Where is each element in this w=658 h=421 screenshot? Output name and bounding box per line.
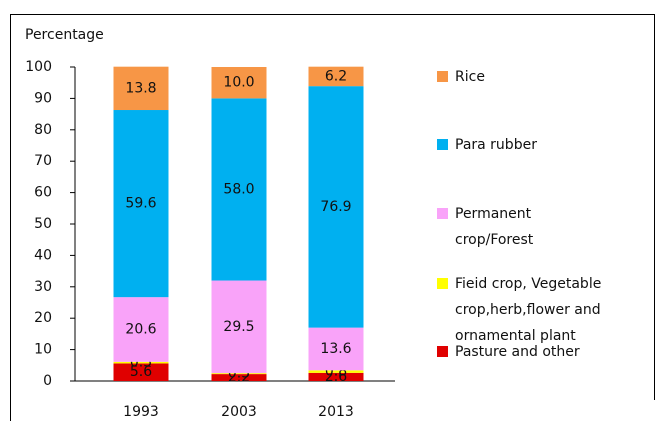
- y-axis-label: Percentage: [25, 27, 104, 43]
- value-label: 76.9: [320, 199, 351, 215]
- value-label: 20.6: [125, 322, 156, 338]
- legend-label: Para rubber: [455, 137, 537, 153]
- value-label: 58.0: [223, 181, 254, 197]
- bar-segment: [113, 66, 169, 111]
- frame: [10, 14, 655, 421]
- y-tick-label: 20: [34, 310, 52, 326]
- bar-segment: [211, 98, 267, 281]
- x-tick-label: 2013: [318, 404, 354, 420]
- y-tick-label: 90: [34, 90, 52, 106]
- legend-label: Fieid crop, Vegetable crop,herb,flower a…: [455, 276, 602, 344]
- legend-label: Permanent crop/Forest: [455, 206, 534, 248]
- value-label: 13.8: [125, 80, 156, 96]
- bar-segment: [113, 361, 169, 364]
- value-label: 13.6: [320, 341, 351, 357]
- x-tick-label: 1993: [123, 404, 159, 420]
- legend-label: Pasture and other: [455, 344, 580, 360]
- y-tick-label: 0: [43, 373, 52, 389]
- bar-segment: [308, 370, 364, 373]
- value-label: 59.6: [125, 196, 156, 212]
- legend-swatch: [437, 208, 448, 219]
- bar-segment: [113, 110, 169, 298]
- legend-item: Rice: [437, 64, 617, 90]
- legend-item: Fieid crop, Vegetable crop,herb,flower a…: [437, 271, 617, 349]
- value-label: 6.2: [325, 68, 347, 84]
- value-label: 29.5: [223, 319, 254, 335]
- legend-swatch: [437, 346, 448, 357]
- bar-segment: [308, 66, 364, 87]
- y-tick-label: 40: [34, 247, 52, 263]
- legend-item: Permanent crop/Forest: [437, 201, 557, 253]
- legend-swatch: [437, 71, 448, 82]
- x-tick-label: 2003: [221, 404, 257, 420]
- value-label: 2.6: [325, 369, 347, 385]
- bar-segment: [211, 374, 267, 381]
- legend-swatch: [437, 139, 448, 150]
- bar-segment: [211, 67, 267, 99]
- value-label: 10.0: [223, 75, 254, 91]
- value-label: 5.6: [130, 364, 152, 380]
- legend-item: Pasture and other: [437, 339, 627, 365]
- bar-segment: [308, 86, 364, 328]
- bar-segment: [308, 327, 364, 371]
- legend-item: Para rubber: [437, 132, 617, 158]
- legend-label: Rice: [455, 69, 485, 85]
- bar-segment: [211, 373, 267, 375]
- y-tick-label: 80: [34, 122, 52, 138]
- legend-swatch: [437, 278, 448, 289]
- y-tick-label: 30: [34, 279, 52, 295]
- bar-segment: [308, 372, 364, 381]
- bar-segment: [113, 297, 169, 362]
- y-tick-label: 60: [34, 185, 52, 201]
- y-tick-label: 100: [25, 59, 52, 75]
- bar-segment: [113, 363, 169, 381]
- y-tick-label: 70: [34, 153, 52, 169]
- y-tick-label: 50: [34, 216, 52, 232]
- bar-segment: [211, 280, 267, 374]
- y-tick-label: 10: [34, 342, 52, 358]
